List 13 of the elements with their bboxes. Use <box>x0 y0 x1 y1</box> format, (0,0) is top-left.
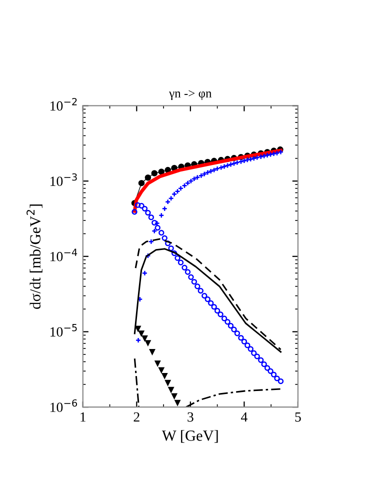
x-tick-label: 1 <box>80 412 86 422</box>
x-tick-label: 3 <box>188 412 194 422</box>
y-tick-label: 10$^{−2}$ <box>50 98 77 111</box>
y-tick-label: 10$^{−4}$ <box>50 248 78 262</box>
x-tick-label: 4 <box>240 412 248 422</box>
y-tick-label: 10$^{−5}$ <box>50 324 77 337</box>
y-axis-title: dσ/dt [mb/GeV$^{2}$] <box>26 204 42 309</box>
y-tick-label: 10$^{−6}$ <box>50 399 78 412</box>
x-axis-title: W [GeV] <box>162 430 218 443</box>
chart-title: γn -> φn <box>169 90 212 100</box>
x-tick-label: 5 <box>295 412 301 422</box>
y-tick-label: 10$^{−3}$ <box>50 173 77 186</box>
x-tick-label: 2 <box>134 412 140 422</box>
